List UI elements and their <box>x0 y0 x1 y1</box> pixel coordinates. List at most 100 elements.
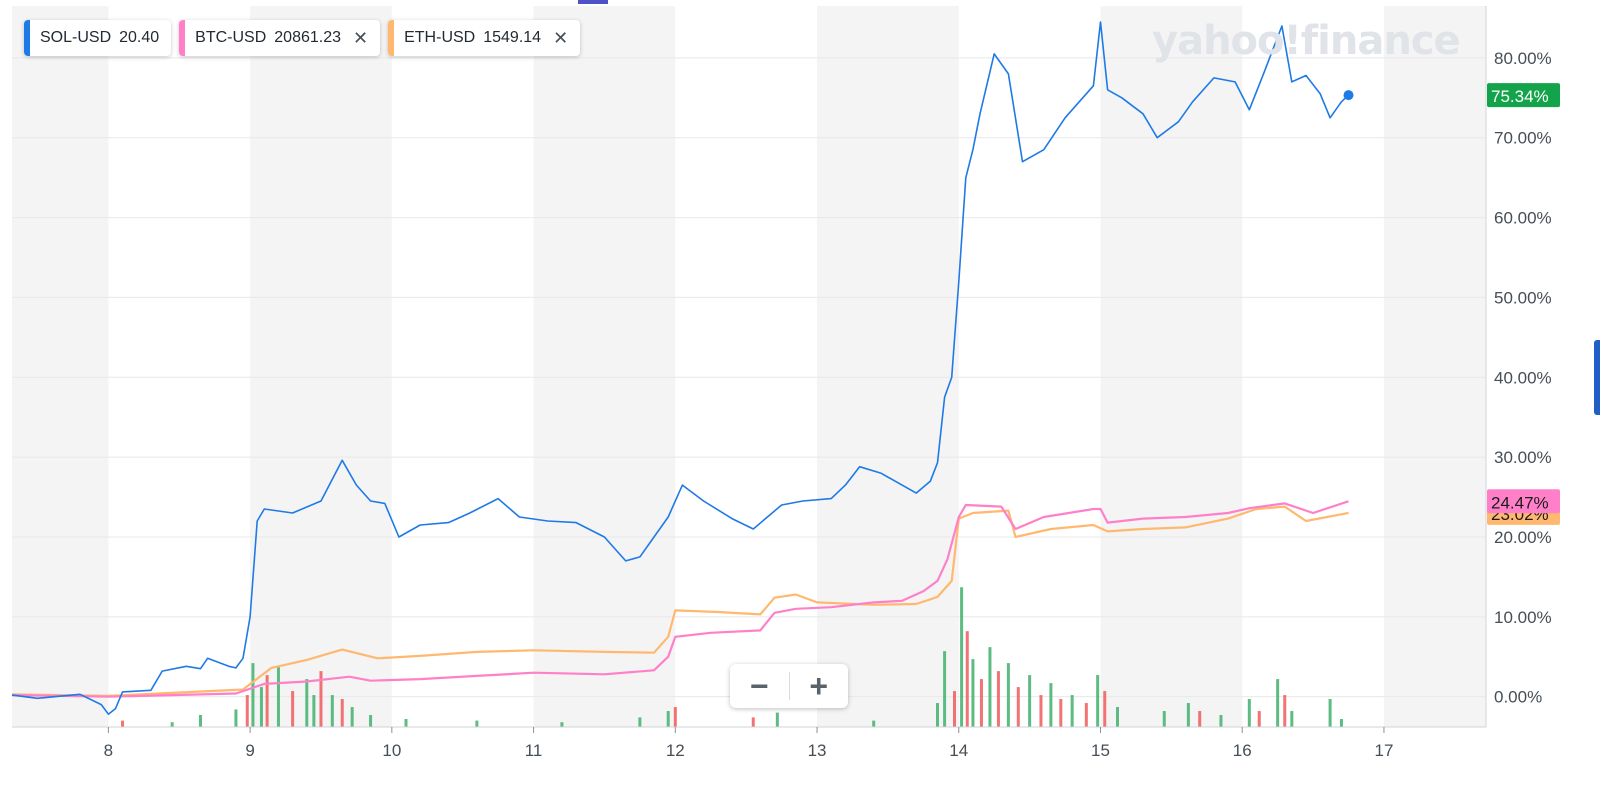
y-tick-label: 40.00% <box>1494 368 1552 387</box>
x-tick-label: 14 <box>949 741 968 760</box>
legend-symbol: SOL-USD <box>40 29 112 46</box>
legend-symbol: ETH-USD <box>404 29 476 46</box>
volume-bar <box>312 695 316 727</box>
x-tick-label: 8 <box>104 741 113 760</box>
volume-bar <box>291 691 295 727</box>
volume-bar <box>404 719 408 727</box>
volume-bar <box>305 679 309 727</box>
legend-symbol: BTC-USD <box>195 29 267 46</box>
zoom-in-button[interactable]: + <box>809 667 829 704</box>
volume-bar <box>245 695 249 727</box>
last-value-badge <box>1487 83 1560 108</box>
volume-bar <box>979 679 983 727</box>
x-tick-label: 17 <box>1374 741 1393 760</box>
volume-bar <box>369 715 373 727</box>
x-tick-label: 12 <box>666 741 685 760</box>
volume-bar <box>1059 699 1063 727</box>
volume-bar <box>276 667 280 727</box>
volume-bar <box>936 703 940 727</box>
series-color-swatch <box>24 20 30 56</box>
volume-bar <box>1084 703 1088 727</box>
legend-value: 20861.23 <box>274 29 342 46</box>
y-tick-label: 20.00% <box>1494 528 1552 547</box>
y-tick-label: 30.00% <box>1494 448 1552 467</box>
zoom-controls: − + <box>730 664 848 708</box>
legend-value: 1549.14 <box>483 29 542 46</box>
close-icon[interactable]: ✕ <box>553 27 569 48</box>
x-tick-label: 16 <box>1233 741 1252 760</box>
volume-bar <box>666 711 670 727</box>
y-tick-label: 50.00% <box>1494 288 1552 307</box>
volume-bar <box>1162 711 1166 727</box>
x-tick-label: 9 <box>245 741 254 760</box>
volume-bar <box>1328 699 1332 727</box>
volume-bar <box>319 671 323 727</box>
volume-bar <box>872 720 876 727</box>
volume-bar <box>121 720 125 727</box>
volume-bar <box>340 699 344 727</box>
y-tick-label: 70.00% <box>1494 129 1552 148</box>
volume-bar <box>1103 691 1107 727</box>
volume-bar <box>1070 695 1074 727</box>
volume-bar <box>170 722 174 727</box>
series-color-swatch <box>388 20 395 56</box>
volume-bar <box>234 709 238 727</box>
legend-item-sol[interactable]: SOL-USD 20.40 <box>24 20 172 56</box>
legend-item-btc[interactable]: BTC-USD 20861.23 ✕ <box>179 20 381 56</box>
volume-bar <box>960 587 964 727</box>
y-tick-label: 0.00% <box>1494 688 1542 707</box>
zoom-divider <box>788 672 790 700</box>
legend-item-eth[interactable]: ETH-USD 1549.14 ✕ <box>388 20 581 56</box>
legend: SOL-USD 20.40 BTC-USD 20861.23 ✕ ETH-USD… <box>24 20 581 56</box>
last-point-marker <box>1343 90 1354 101</box>
day-band <box>250 6 392 727</box>
volume-bar <box>1339 719 1343 727</box>
last-value-badge <box>1487 489 1560 514</box>
volume-bar <box>988 647 992 727</box>
volume-bar <box>199 715 203 727</box>
side-panel-handle[interactable] <box>1594 340 1600 415</box>
series-line-sol-usd <box>11 21 1350 715</box>
last-value-label: 24.47% <box>1491 493 1549 512</box>
volume-bar <box>259 687 263 727</box>
volume-bar <box>1096 675 1100 727</box>
close-icon[interactable]: ✕ <box>353 27 369 48</box>
x-tick-label: 15 <box>1091 741 1110 760</box>
day-band <box>1383 6 1486 727</box>
day-band <box>1100 6 1243 727</box>
volume-bar <box>1116 707 1119 727</box>
volume-bar <box>1016 687 1020 727</box>
volume-bar <box>475 720 479 727</box>
y-tick-label: 10.00% <box>1494 608 1552 627</box>
day-band <box>817 6 959 727</box>
volume-bar <box>953 691 957 727</box>
series-color-swatch <box>179 20 186 56</box>
day-band <box>533 6 676 727</box>
volume-bar <box>1276 679 1280 727</box>
volume-bar <box>1283 695 1287 727</box>
day-band <box>12 6 109 727</box>
volume-bar <box>251 663 255 727</box>
volume-bar <box>775 712 779 727</box>
zoom-out-button[interactable]: − <box>749 667 769 704</box>
volume-bar <box>1247 699 1251 727</box>
series-line-eth-usd <box>11 505 1349 697</box>
volume-bar <box>1049 683 1053 727</box>
y-tick-label: 80.00% <box>1494 49 1552 68</box>
last-value-label: 75.34% <box>1491 87 1549 106</box>
volume-bar <box>1290 711 1294 727</box>
volume-bar <box>1219 715 1223 727</box>
volume-bar <box>1006 663 1010 727</box>
volume-bar <box>965 631 969 727</box>
volume-bar <box>996 671 1000 727</box>
series-line-btc-usd <box>11 500 1349 698</box>
volume-bar <box>751 717 755 727</box>
volume-bar <box>1039 695 1043 727</box>
volume-bar <box>350 707 354 727</box>
volume-bar <box>1028 675 1032 727</box>
x-tick-label: 10 <box>382 741 401 760</box>
x-tick-label: 11 <box>525 741 543 760</box>
yahoo-finance-logo: yahoo!finance <box>1152 18 1461 64</box>
x-tick-label: 13 <box>808 741 827 760</box>
